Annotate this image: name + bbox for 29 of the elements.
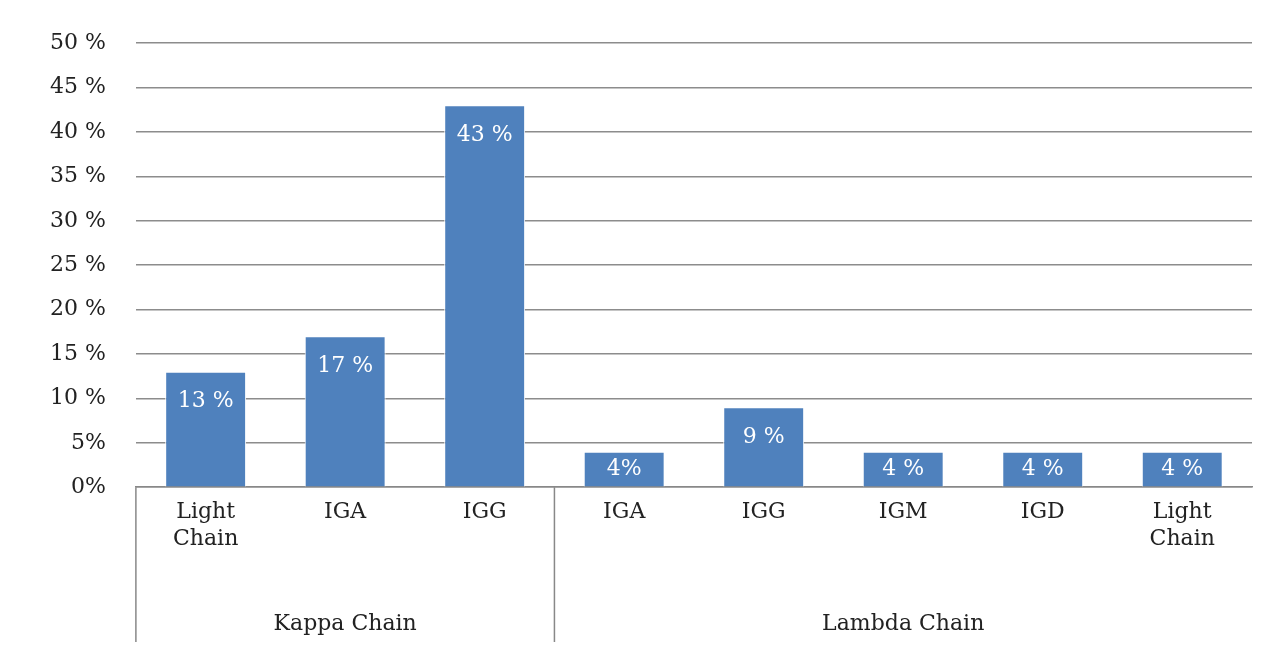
y-tick-label: 40 % [49, 117, 106, 143]
y-tick-label: 35 % [49, 162, 106, 188]
x-tick-label: IGM [878, 498, 928, 524]
data-label: 4 % [1161, 454, 1204, 480]
y-tick-label: 5% [70, 428, 106, 454]
data-label: 17 % [317, 351, 374, 377]
y-tick-label: 0% [70, 472, 106, 498]
x-tick-label: IGG [462, 498, 507, 524]
data-label: 4 % [1021, 454, 1064, 480]
x-tick-label: Light Chain [172, 498, 239, 550]
data-label: 43 % [456, 121, 513, 147]
data-label: 13 % [177, 387, 234, 413]
x-tick-label: IGD [1020, 498, 1065, 524]
y-tick-label: 50 % [49, 28, 106, 54]
data-label: 4 % [882, 454, 925, 480]
text: Kappa Chain [273, 609, 417, 635]
x-tick-label: IGG [741, 498, 786, 524]
y-tick-label: 10 % [49, 384, 106, 410]
y-tick-label: 25 % [49, 250, 106, 276]
y-tick-label: 30 % [49, 206, 106, 232]
x-tick-label: IGA [603, 498, 647, 524]
y-tick-label: 15 % [49, 339, 106, 365]
data-label: 9 % [742, 423, 785, 448]
data-label: 4% [606, 454, 642, 480]
text: Lambda Chain [822, 609, 985, 635]
x-tick-label: Light Chain [1149, 498, 1215, 550]
x-tick-label: IGA [324, 498, 368, 524]
y-tick-label: 20 % [49, 295, 106, 321]
y-tick-label: 45 % [49, 73, 106, 99]
